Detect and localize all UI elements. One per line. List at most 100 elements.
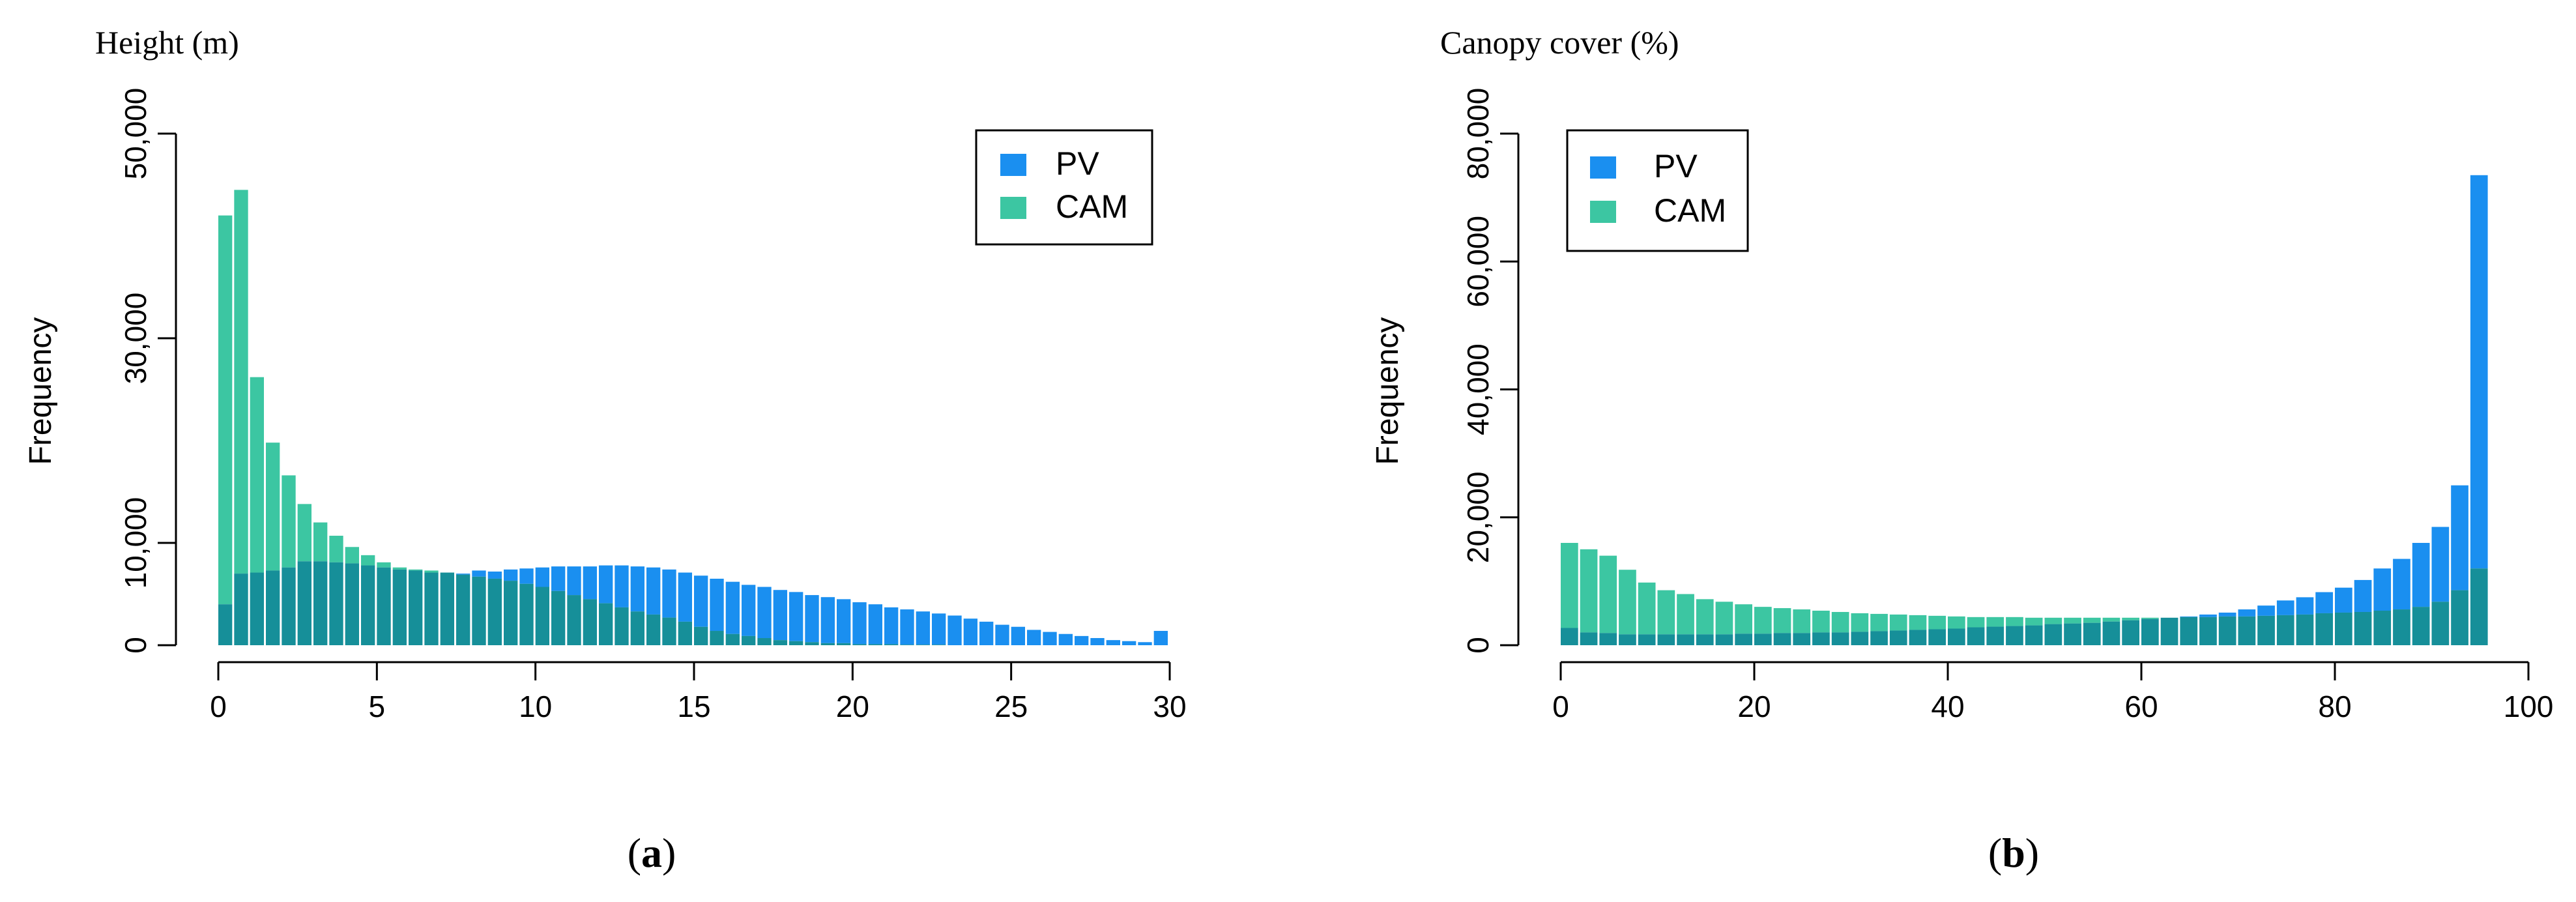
overlap-bar <box>456 574 470 645</box>
overlap-bar <box>725 633 740 645</box>
overlap-bar <box>1735 633 1752 645</box>
overlap-bar <box>266 570 280 645</box>
overlap-bar <box>757 638 772 645</box>
y-tick-label: 50,000 <box>119 88 152 180</box>
overlap-bar <box>884 644 899 645</box>
pv-bar <box>456 574 470 575</box>
y-tick-label: 10,000 <box>119 497 152 589</box>
overlap-bar <box>409 570 423 645</box>
overlap-bar <box>487 578 502 645</box>
x-tick-label: 30 <box>1153 690 1186 723</box>
cam-bar <box>1909 615 1927 630</box>
pv-bar <box>2199 614 2217 617</box>
pv-bar <box>1090 638 1105 645</box>
cam-bar <box>392 567 407 570</box>
pv-bar <box>2315 592 2333 613</box>
pv-bar <box>535 567 549 587</box>
pv-bar <box>1106 640 1120 645</box>
overlap-bar <box>2199 617 2217 645</box>
overlap-bar <box>313 561 328 645</box>
panel-b-label: (b) <box>1988 830 2039 876</box>
cam-bar <box>1657 590 1675 635</box>
panel-b-axes: 0 20 40 60 80 100 0 20,000 40,000 60,000 80,000 <box>1461 88 2553 723</box>
cam-bar <box>218 215 233 605</box>
pv-bar <box>1027 630 1041 645</box>
overlap-bar <box>599 603 613 645</box>
x-tick-label: 60 <box>2124 690 2158 723</box>
pv-bar <box>2373 568 2392 611</box>
overlap-bar <box>361 565 375 645</box>
cam-bar <box>1677 594 1694 635</box>
overlap-bar <box>1928 629 1946 645</box>
pv-bar <box>1138 642 1152 645</box>
overlap-bar <box>2335 612 2352 645</box>
overlap-bar <box>1677 634 1694 645</box>
x-tick-label: 40 <box>1931 690 1964 723</box>
pv-bar <box>630 566 644 612</box>
overlap-bar <box>805 642 819 645</box>
pv-bar <box>2431 527 2450 602</box>
overlap-bar <box>2431 602 2450 645</box>
cam-bar <box>250 377 264 573</box>
overlap-bar <box>218 604 233 645</box>
overlap-bar <box>2354 611 2372 645</box>
pv-bar <box>773 590 787 641</box>
overlap-bar <box>1696 634 1714 645</box>
panel-b-legend-pv-label: PV <box>1654 148 1698 184</box>
cam-bar <box>329 536 343 562</box>
y-tick-label: 0 <box>1461 637 1495 654</box>
overlap-bar <box>2470 568 2488 645</box>
cam-bar <box>1967 617 1985 628</box>
overlap-bar <box>2064 623 2081 645</box>
overlap-bar <box>504 581 518 645</box>
pv-bar <box>1043 632 1057 645</box>
pv-bar <box>1122 641 1136 645</box>
overlap-bar <box>329 562 343 645</box>
overlap-bar <box>694 626 708 645</box>
pv-bar <box>852 602 867 645</box>
pv-bar <box>2257 605 2275 616</box>
overlap-bar <box>392 569 407 645</box>
overlap-bar <box>710 631 724 645</box>
overlap-bar <box>2393 609 2410 645</box>
pv-bar <box>678 572 692 622</box>
x-tick-label: 10 <box>519 690 552 723</box>
x-tick-label: 0 <box>1552 690 1569 723</box>
overlap-bar <box>630 611 644 645</box>
panel-b-legend-pv-swatch <box>1590 156 1616 179</box>
pv-bar <box>472 570 486 577</box>
pv-bar <box>646 567 661 615</box>
overlap-bar <box>2025 625 2043 645</box>
pv-bar <box>567 566 581 596</box>
cam-bar <box>1580 549 1598 633</box>
x-tick-label: 0 <box>210 690 227 723</box>
panel-a-legend-pv-swatch <box>1000 154 1026 176</box>
overlap-bar <box>2276 615 2294 645</box>
overlap-bar <box>1909 630 1927 645</box>
x-tick-label: 20 <box>1737 690 1771 723</box>
overlap-bar <box>852 644 867 645</box>
pv-bar <box>820 597 835 643</box>
pv-bar <box>487 571 502 579</box>
cam-bar <box>345 547 359 564</box>
overlap-bar <box>472 576 486 645</box>
cam-bar <box>297 504 311 562</box>
panel-a-legend-cam-label: CAM <box>1056 188 1128 225</box>
overlap-bar <box>2006 626 2023 645</box>
cam-bar <box>2006 617 2023 626</box>
cam-bar <box>1889 614 1907 631</box>
panel-a-legend-cam-swatch <box>1000 197 1026 219</box>
pv-bar <box>2335 587 2352 613</box>
cam-bar <box>282 475 296 568</box>
overlap-bar <box>662 617 676 645</box>
pv-bar <box>1075 635 1089 645</box>
cam-bar <box>1851 613 1869 632</box>
panel-a-bars <box>218 190 1168 645</box>
overlap-bar <box>551 590 566 645</box>
overlap-bar <box>583 599 597 645</box>
cam-bar <box>1715 602 1733 635</box>
overlap-bar <box>1851 632 1869 645</box>
pv-bar <box>995 624 1009 645</box>
panel-a-label: (a) <box>628 830 676 876</box>
